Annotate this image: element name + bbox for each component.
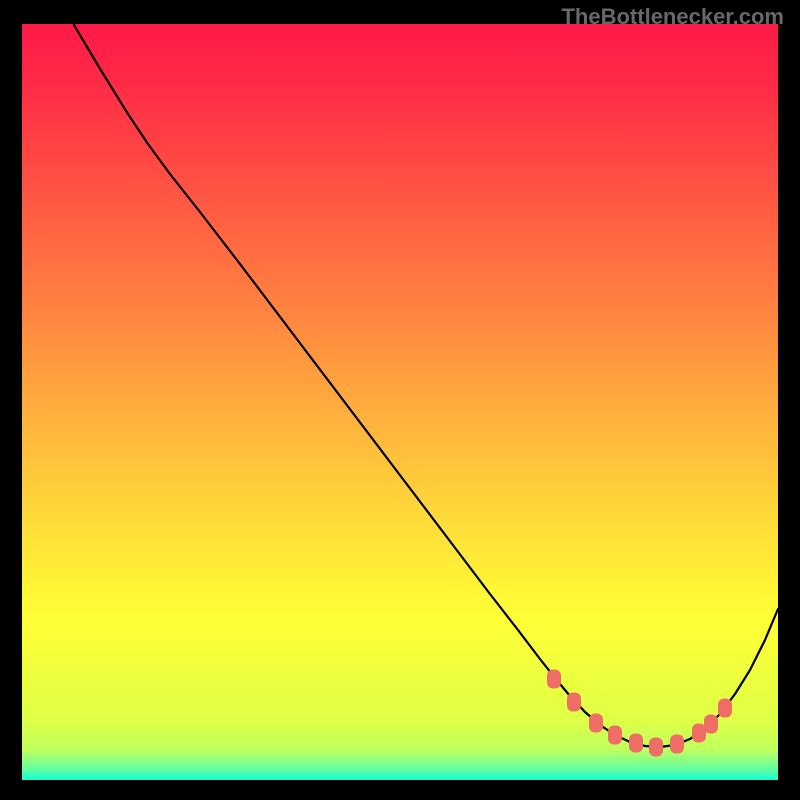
- marker-point: [589, 714, 603, 733]
- marker-point: [629, 734, 643, 753]
- marker-point: [608, 726, 622, 745]
- marker-point: [704, 715, 718, 734]
- marker-point: [547, 670, 561, 689]
- marker-point: [692, 724, 706, 743]
- marker-point: [670, 735, 684, 754]
- marker-point: [649, 738, 663, 757]
- curve-layer: [0, 0, 800, 800]
- bottleneck-curve: [74, 25, 778, 747]
- marker-point: [567, 693, 581, 712]
- watermark: TheBottlenecker.com: [561, 4, 784, 30]
- marker-point: [718, 699, 732, 718]
